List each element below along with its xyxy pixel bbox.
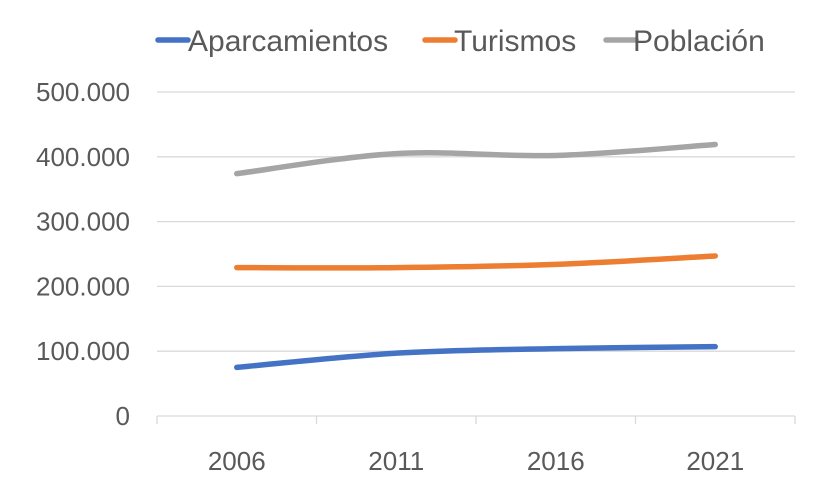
x-tick-label: 2021: [686, 446, 744, 476]
x-axis: [156, 415, 796, 424]
y-tick-label: 0: [116, 401, 130, 431]
legend-item-poblacion: Población: [603, 25, 765, 58]
y-tick-label: 300.000: [36, 207, 130, 237]
y-tick-label: 200.000: [36, 271, 130, 301]
y-tick-label: 500.000: [36, 77, 130, 107]
x-axis-ticks: 2006 2011 2016 2021: [208, 446, 744, 476]
legend-label: Aparcamientos: [188, 25, 388, 58]
legend: Aparcamientos Turismos Población: [155, 25, 765, 58]
y-tick-label: 400.000: [36, 142, 130, 172]
legend-label: Población: [633, 25, 765, 58]
series-lines: [234, 141, 718, 371]
legend-label: Turismos: [454, 25, 576, 58]
series-line-aparcamientos: [234, 343, 718, 371]
y-tick-label: 100.000: [36, 336, 130, 366]
legend-item-turismos: Turismos: [422, 25, 576, 58]
gridlines: [157, 91, 795, 352]
x-tick-label: 2006: [208, 446, 266, 476]
series-line-turismos: [234, 253, 718, 271]
x-tick-label: 2016: [527, 446, 585, 476]
y-axis-ticks: 0 100.000 200.000 300.000 400.000 500.000: [36, 77, 130, 431]
legend-item-aparcamientos: Aparcamientos: [155, 25, 388, 58]
series-line-poblacion: [234, 141, 718, 177]
x-tick-label: 2011: [368, 446, 424, 476]
